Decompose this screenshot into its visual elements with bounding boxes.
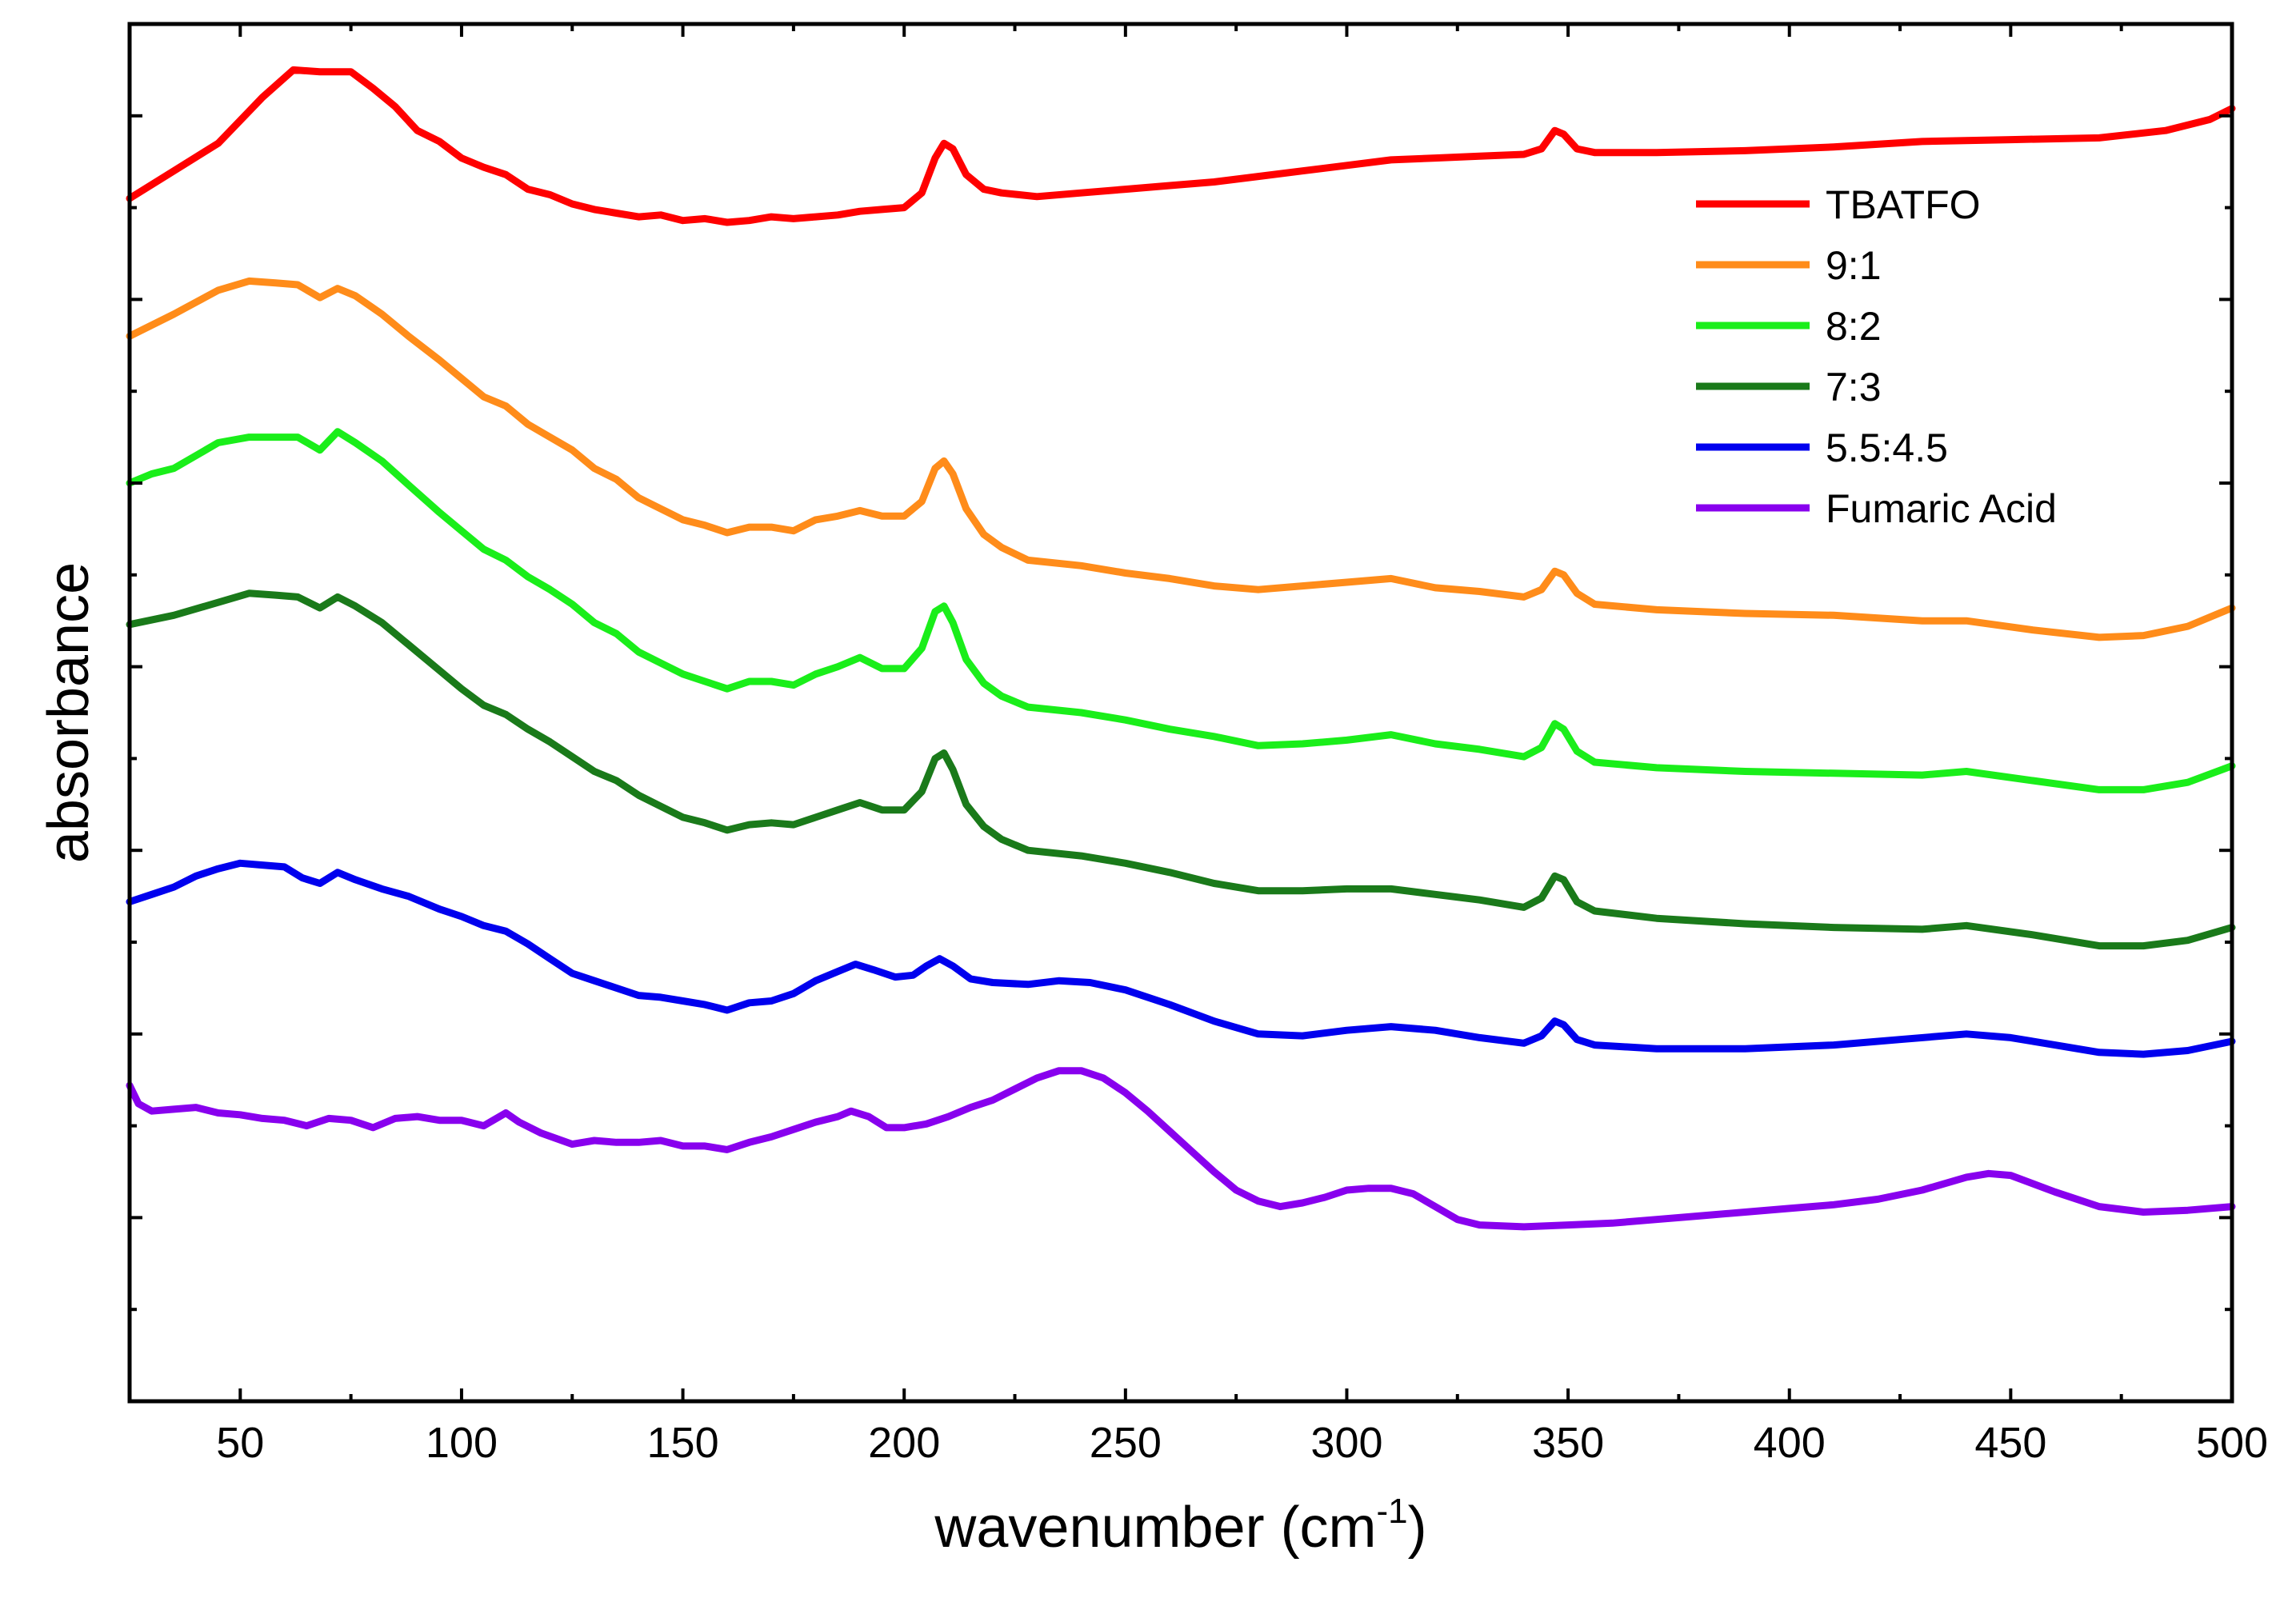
- legend-label-4: 5.5:4.5: [1826, 425, 1948, 470]
- series-line-5: [126, 1067, 2236, 1231]
- x-tick-label: 100: [426, 1419, 498, 1467]
- series-group: [126, 66, 2236, 1231]
- x-tick-label: 50: [216, 1419, 264, 1467]
- x-tick-label: 350: [1532, 1419, 1604, 1467]
- x-tick-label: 400: [1754, 1419, 1826, 1467]
- legend-label-1: 9:1: [1826, 243, 1882, 288]
- legend-label-3: 7:3: [1826, 365, 1882, 409]
- plot-frame: [127, 22, 2234, 1404]
- series-line-0: [126, 66, 2236, 226]
- x-axis-title-suffix: ): [1408, 1496, 1427, 1560]
- legend-label-0: TBATFO: [1826, 182, 1981, 227]
- legend: TBATFO 9:1 8:2 7:3 5.5:4.5 Fumaric Acid: [1696, 182, 2057, 531]
- axis-ticks: [128, 22, 2234, 1401]
- x-tick-labels: 50 100 150 200 250 300 350 400 450 500: [216, 1419, 2268, 1467]
- x-tick-label: 450: [1974, 1419, 2046, 1467]
- series-line-3: [126, 589, 2236, 950]
- x-tick-label: 500: [2196, 1419, 2268, 1467]
- x-tick-label: 150: [647, 1419, 719, 1467]
- y-axis-title: absorbance: [37, 562, 101, 863]
- x-axis-title: wavenumber (cm-1): [934, 1492, 1426, 1560]
- series-line-1: [126, 277, 2236, 641]
- x-axis-title-main: wavenumber (cm: [934, 1496, 1376, 1560]
- legend-label-5: Fumaric Acid: [1826, 486, 2057, 531]
- legend-label-2: 8:2: [1826, 304, 1882, 349]
- x-tick-label: 300: [1310, 1419, 1382, 1467]
- x-tick-label: 200: [868, 1419, 940, 1467]
- x-tick-label: 250: [1090, 1419, 1162, 1467]
- series-line-4: [126, 859, 2236, 1058]
- x-axis-title-superscript: -1: [1377, 1492, 1408, 1531]
- series-line-2: [126, 428, 2236, 793]
